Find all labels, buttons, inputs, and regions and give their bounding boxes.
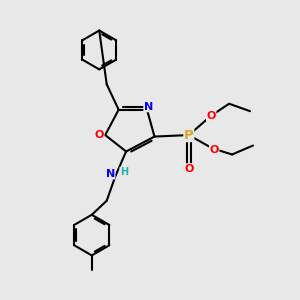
Text: O: O — [184, 164, 194, 174]
Text: O: O — [209, 145, 219, 155]
Text: N: N — [106, 169, 115, 179]
Text: N: N — [144, 102, 153, 112]
Text: P: P — [184, 129, 194, 142]
Text: H: H — [120, 167, 128, 177]
Text: O: O — [206, 111, 216, 121]
Text: O: O — [94, 130, 104, 140]
